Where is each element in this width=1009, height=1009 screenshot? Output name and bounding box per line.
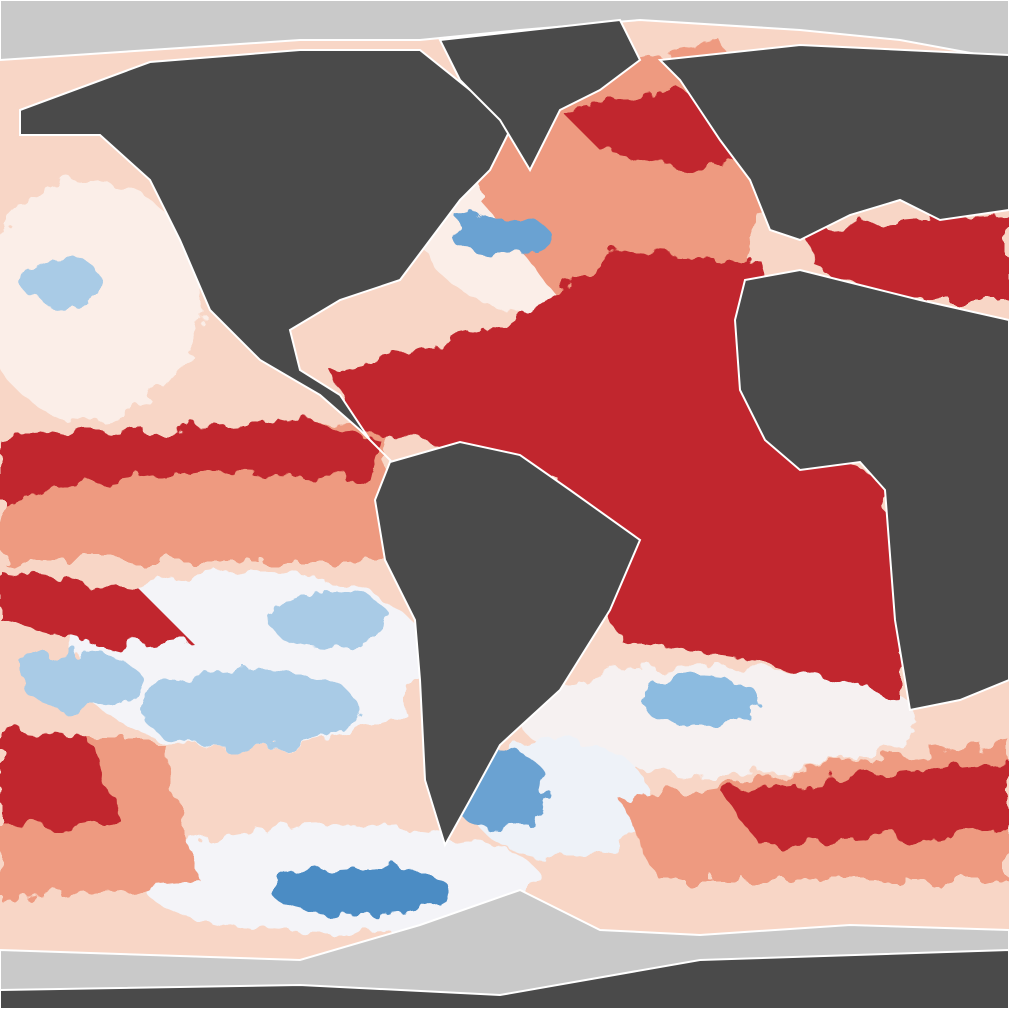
hot-region	[720, 760, 1009, 845]
south-america	[373, 440, 642, 848]
cool-patch	[20, 255, 100, 305]
cool-patch	[270, 865, 450, 915]
greenland	[438, 18, 642, 173]
cool-patch	[640, 675, 760, 725]
cool-patch	[20, 650, 140, 710]
cool-patch	[140, 670, 360, 750]
cool-patch	[450, 215, 550, 255]
hot-region	[0, 420, 380, 500]
eurasia	[657, 43, 1009, 242]
cool-patch	[270, 590, 390, 650]
antarctic-land	[0, 948, 1009, 1009]
africa	[733, 268, 1009, 712]
hot-region	[800, 210, 1009, 300]
hot-region	[0, 730, 120, 830]
light-patch	[0, 180, 200, 420]
hot-region	[0, 570, 190, 650]
